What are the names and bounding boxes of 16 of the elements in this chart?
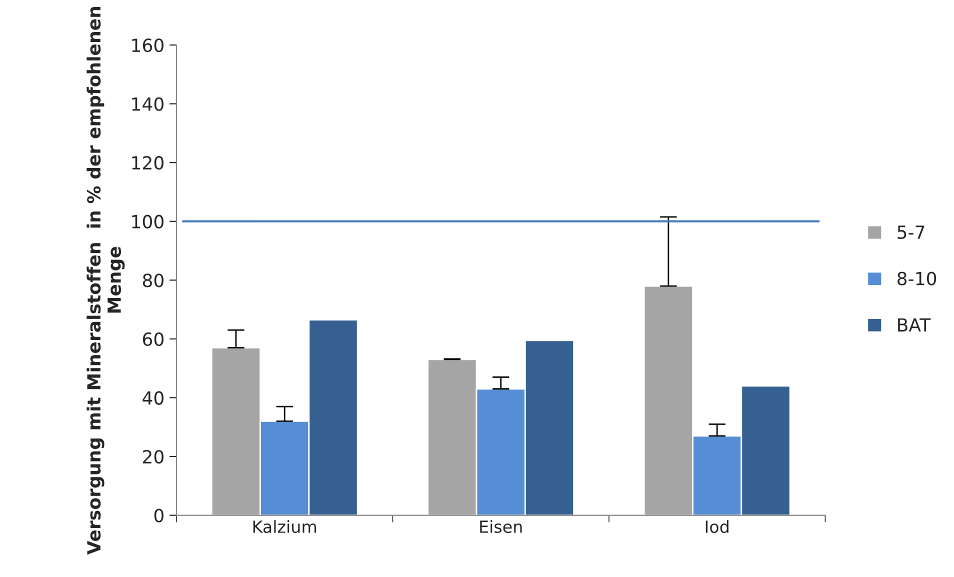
legend-label: BAT [898, 318, 931, 332]
y-tick-label: 0 [154, 508, 164, 522]
legend-label: 8-10 [898, 272, 936, 286]
x-tick-label: Eisen [480, 520, 522, 534]
y-axis-title: Versorgung mit Mineralstoffen in % der empfohlenen Menge [86, 6, 125, 555]
legend-label: 5-7 [898, 226, 924, 240]
y-tick-label: 100 [132, 214, 164, 228]
y-tick-label: 120 [132, 156, 164, 170]
x-tick-label: Kalzium [253, 520, 316, 534]
y-tick-label: 80 [142, 274, 164, 288]
x-tick-label: Iod [706, 520, 728, 534]
y-tick-label: 20 [143, 450, 164, 464]
y-tick-label: 160 [132, 38, 164, 52]
y-tick-label: 60 [142, 332, 164, 346]
y-tick-label: 40 [142, 391, 164, 405]
y-tick-label: 140 [132, 97, 164, 111]
